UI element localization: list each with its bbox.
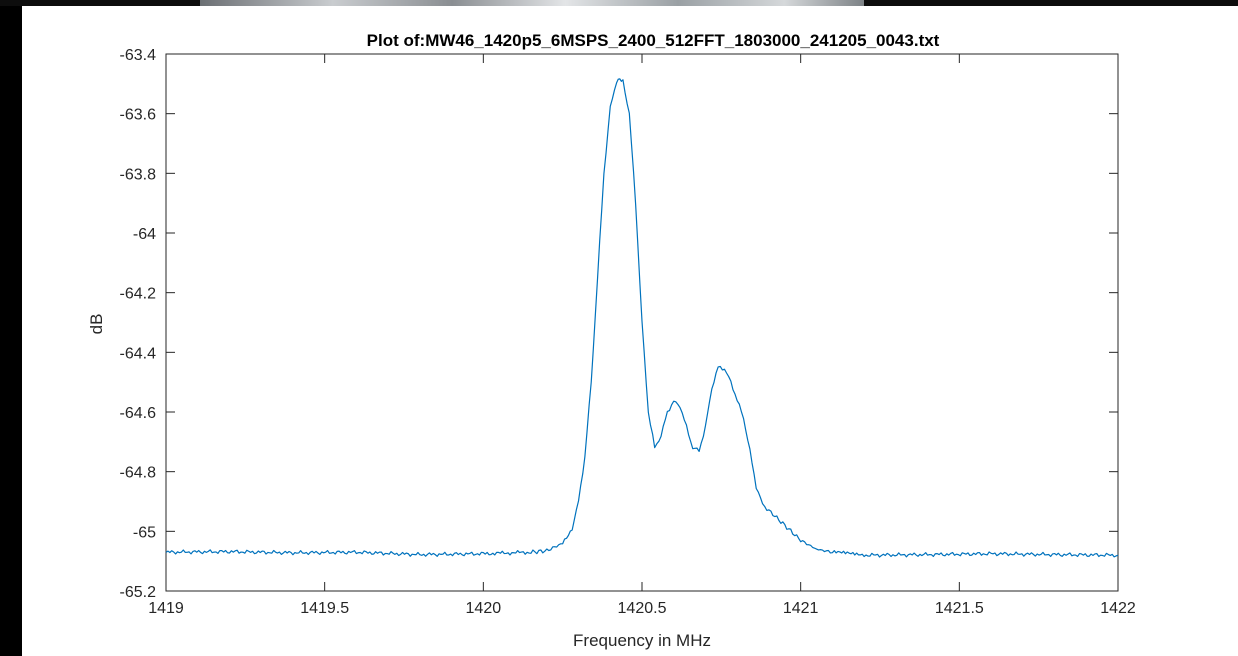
y-axis-label: dB — [87, 314, 106, 335]
figure-panel: Plot of:MW46_1420p5_6MSPS_2400_512FFT_18… — [22, 6, 1238, 656]
y-tick-label: -64.2 — [120, 286, 157, 303]
y-tick-label: -65 — [133, 524, 156, 541]
series-layer — [165, 78, 1119, 558]
y-tick-label: -63.4 — [120, 47, 157, 64]
x-axis-label: Frequency in MHz — [573, 631, 711, 650]
x-tick-label: 1419.5 — [300, 600, 349, 617]
y-tick-label: -65.2 — [120, 584, 157, 601]
x-tick-label: 1421.5 — [935, 600, 984, 617]
line-chart: Plot of:MW46_1420p5_6MSPS_2400_512FFT_18… — [87, 31, 1136, 650]
x-tick-label: 1420.5 — [618, 600, 667, 617]
x-tick-label: 1422 — [1100, 600, 1136, 617]
y-tick-label: -64.4 — [120, 345, 157, 362]
x-axis-ticks: 1419 1419.5 1420 1420.5 1421 1421.5 1422 — [148, 54, 1136, 617]
background-image-strip — [200, 0, 864, 6]
y-axis-ticks: -63.4 -63.6 -63.8 -64 -64.2 -64.4 -64.6 -64.8 -6… — [120, 47, 1118, 601]
spectrum-line — [165, 78, 1119, 558]
x-tick-label: 1421 — [783, 600, 819, 617]
chart-title: Plot of:MW46_1420p5_6MSPS_2400_512FFT_18… — [367, 31, 940, 50]
y-tick-label: -63.6 — [120, 107, 157, 124]
y-tick-label: -64.6 — [120, 405, 157, 422]
x-tick-label: 1420 — [466, 600, 502, 617]
window-top-strip — [0, 0, 1238, 6]
x-tick-label: 1419 — [148, 600, 184, 617]
y-tick-label: -64 — [133, 226, 156, 243]
y-tick-label: -63.8 — [120, 166, 157, 183]
plot-area: 1419 1419.5 1420 1420.5 1421 1421.5 1422 -63.4… — [120, 47, 1136, 617]
y-tick-label: -64.8 — [120, 465, 157, 482]
